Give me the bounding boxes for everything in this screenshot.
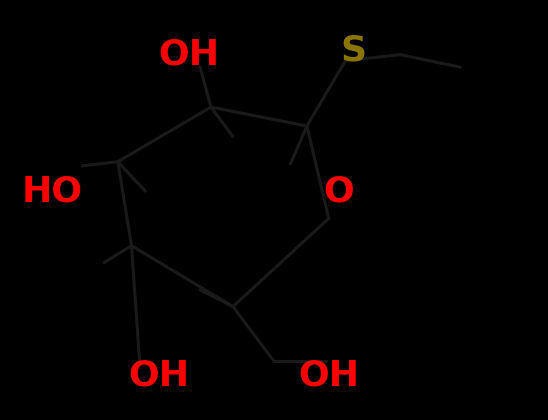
- Text: O: O: [323, 174, 354, 208]
- Text: OH: OH: [298, 359, 359, 393]
- Text: HO: HO: [21, 174, 83, 208]
- Text: S: S: [340, 34, 367, 67]
- Text: OH: OH: [158, 38, 220, 71]
- Text: OH: OH: [128, 359, 190, 393]
